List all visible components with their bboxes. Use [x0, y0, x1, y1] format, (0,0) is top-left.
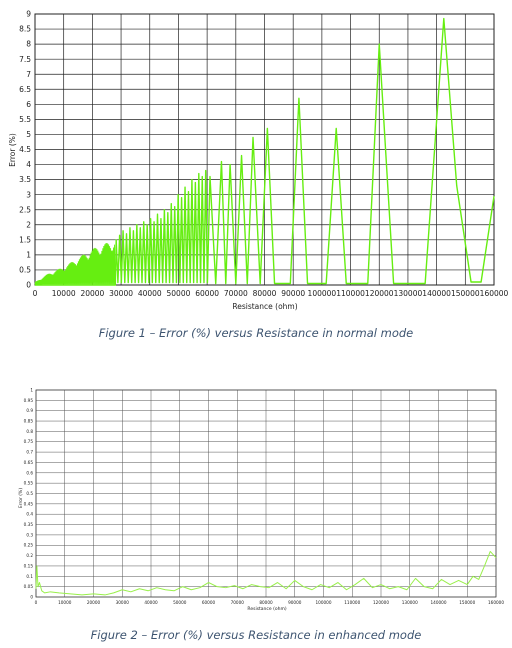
x-tick-label: 100000 — [316, 600, 332, 605]
x-tick-label: 0 — [35, 600, 38, 605]
x-tick-label: 20000 — [80, 289, 104, 298]
x-tick-label: 70000 — [224, 289, 248, 298]
y-tick-label: 0.6 — [26, 470, 33, 475]
x-tick-label: 160000 — [480, 289, 509, 298]
x-tick-label: 0 — [33, 289, 38, 298]
x-tick-label: 110000 — [344, 600, 360, 605]
x-tick-label: 10000 — [52, 289, 76, 298]
x-tick-label: 90000 — [281, 289, 305, 298]
y-tick-label: 7.5 — [19, 55, 31, 64]
series-line — [35, 17, 495, 286]
x-tick-label: 60000 — [202, 600, 216, 605]
y-tick-label: 6 — [26, 100, 31, 109]
x-tick-label: 120000 — [365, 289, 394, 298]
y-tick-label: 9 — [26, 10, 31, 19]
y-tick-label: 0.8 — [26, 429, 33, 434]
y-axis-label: Error (%) — [18, 488, 24, 508]
y-tick-label: 0.05 — [24, 584, 34, 589]
y-tick-label: 2 — [26, 220, 31, 229]
y-axis-label: Error (%) — [8, 133, 17, 167]
y-tick-labels: 0 0.5 1 1.5 2 2.5 3 3.5 4 4.5 5 5.5 6 6.5 7 7.5 8 8.5 9 — [19, 10, 31, 290]
x-tick-labels: 0 10000 20000 30000 40000 50000 60000 70000 8000… — [33, 289, 509, 298]
x-tick-label: 160000 — [488, 600, 504, 605]
x-tick-label: 80000 — [259, 600, 273, 605]
x-tick-label: 30000 — [116, 600, 130, 605]
y-tick-label: 0 — [30, 594, 33, 599]
x-tick-label: 140000 — [422, 289, 451, 298]
y-tick-label: 0.4 — [26, 512, 33, 517]
x-tick-label: 90000 — [288, 600, 302, 605]
y-tick-label: 1 — [30, 387, 33, 392]
y-tick-label: 3.5 — [19, 175, 31, 184]
chart-series — [34, 17, 495, 286]
x-tick-labels: 0 10000 20000 30000 40000 50000 60000 70000 8000… — [35, 600, 505, 605]
figure-2-caption: Figure 2 – Error (%) versus Resistance i… — [90, 628, 422, 642]
y-tick-label: 0.65 — [24, 460, 34, 465]
y-tick-label: 0.25 — [24, 543, 34, 548]
x-tick-label: 120000 — [373, 600, 389, 605]
y-tick-label: 0.1 — [26, 574, 33, 579]
y-tick-label: 4.5 — [19, 145, 31, 154]
y-tick-label: 5.5 — [19, 115, 31, 124]
y-tick-label: 0.75 — [24, 439, 34, 444]
x-tick-label: 60000 — [195, 289, 219, 298]
chart-enhanced-mode: 0 10000 20000 30000 40000 50000 60000 70000 8000… — [18, 387, 505, 612]
x-tick-label: 130000 — [394, 289, 423, 298]
chart-series — [35, 550, 497, 596]
x-tick-label: 110000 — [336, 289, 365, 298]
y-tick-label: 0.5 — [19, 266, 31, 275]
y-tick-label: 1 — [26, 251, 31, 260]
y-tick-label: 0.35 — [24, 522, 34, 527]
chart-normal-mode: 0 10000 20000 30000 40000 50000 60000 70000 8000… — [8, 10, 509, 311]
series-line — [35, 550, 497, 596]
y-tick-label: 0.45 — [24, 501, 34, 506]
x-tick-label: 70000 — [231, 600, 245, 605]
series-noise-band — [34, 242, 116, 285]
x-tick-label: 40000 — [144, 600, 158, 605]
x-axis-label: Resistance (ohm) — [247, 606, 286, 612]
figure-1-caption: Figure 1 – Error (%) versus Resistance i… — [98, 326, 414, 340]
y-tick-label: 0.5 — [26, 491, 33, 496]
y-tick-label: 5 — [26, 130, 31, 139]
x-tick-label: 50000 — [173, 600, 187, 605]
y-tick-label: 0.95 — [24, 398, 34, 403]
y-tick-label: 0.15 — [24, 563, 34, 568]
y-tick-label: 0.55 — [24, 481, 34, 486]
chart-grid — [34, 13, 495, 286]
x-tick-label: 10000 — [58, 600, 72, 605]
y-tick-labels: 0 0.05 0.1 0.15 0.2 0.25 0.3 0.35 0.4 0.45 0.5 0.55… — [24, 387, 34, 599]
chart-grid — [35, 389, 497, 598]
y-tick-label: 1.5 — [19, 235, 31, 244]
y-tick-label: 3 — [26, 190, 31, 199]
x-axis-label: Resistance (ohm) — [232, 302, 297, 311]
plot-frame — [35, 389, 497, 598]
x-tick-label: 130000 — [402, 600, 418, 605]
y-tick-label: 0.7 — [26, 450, 33, 455]
y-tick-label: 0 — [26, 281, 31, 290]
y-tick-label: 2.5 — [19, 205, 31, 214]
x-tick-label: 140000 — [431, 600, 447, 605]
y-tick-label: 0.9 — [26, 408, 33, 413]
y-tick-label: 8 — [26, 40, 31, 49]
x-tick-label: 100000 — [308, 289, 337, 298]
x-tick-label: 20000 — [87, 600, 101, 605]
y-tick-label: 6.5 — [19, 85, 31, 94]
y-tick-label: 0.2 — [26, 553, 33, 558]
x-tick-label: 80000 — [253, 289, 277, 298]
y-tick-label: 8.5 — [19, 25, 31, 34]
x-tick-label: 40000 — [138, 289, 162, 298]
y-tick-label: 0.3 — [26, 532, 33, 537]
x-tick-label: 150000 — [459, 600, 475, 605]
x-tick-label: 50000 — [167, 289, 191, 298]
x-tick-label: 30000 — [109, 289, 133, 298]
x-tick-label: 150000 — [451, 289, 480, 298]
plot-frame — [34, 13, 495, 286]
y-tick-label: 0.85 — [24, 419, 34, 424]
y-tick-label: 7 — [26, 70, 31, 79]
y-tick-label: 4 — [26, 160, 31, 169]
